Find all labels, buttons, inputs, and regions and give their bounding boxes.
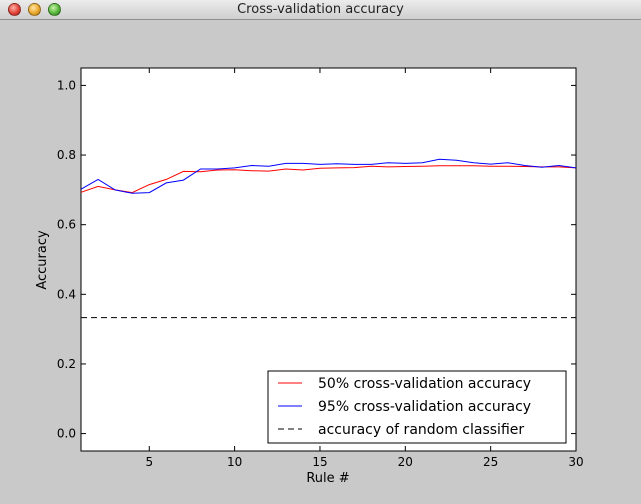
x-tick-label: 20 (398, 455, 413, 469)
figure-canvas: 5 10 15 20 25 30 0.0 0.2 0.4 0.6 0.8 1.0 Rule # Acc… (0, 21, 641, 500)
y-tick-label: 0.4 (57, 287, 76, 301)
series-line-1 (80, 165, 577, 194)
y-axis-label: Accuracy (35, 230, 50, 290)
x-tick-label: 10 (227, 455, 242, 469)
legend: 50% cross-validation accuracy 95% cross-v… (267, 370, 567, 444)
legend-label-3: accuracy of random classifier (318, 422, 524, 438)
y-tick-label: 0.6 (57, 218, 76, 232)
y-tick-label: 0.2 (57, 357, 76, 371)
x-tick-label: 30 (568, 455, 583, 469)
x-axis-label: Rule # (306, 471, 349, 486)
y-tick-label: 0.8 (57, 148, 76, 162)
y-tick-label: 1.0 (57, 78, 76, 92)
x-tick-label: 15 (312, 455, 327, 469)
legend-label-2: 95% cross-validation accuracy (318, 399, 531, 415)
series-line-2 (80, 158, 577, 194)
legend-label-1: 50% cross-validation accuracy (318, 376, 531, 392)
legend-box (267, 370, 567, 444)
close-button[interactable] (8, 3, 21, 16)
y-tick-label: 0.0 (57, 427, 76, 441)
accuracy-chart: 5 10 15 20 25 30 0.0 0.2 0.4 0.6 0.8 1.0 Rule # Acc… (35, 67, 584, 486)
zoom-button[interactable] (48, 3, 61, 16)
x-tick-label: 25 (483, 455, 498, 469)
minimize-button[interactable] (28, 3, 41, 16)
window-title: Cross-validation accuracy (237, 2, 404, 17)
x-tick-label: 5 (145, 455, 153, 469)
title-bar[interactable]: Cross-validation accuracy (0, 0, 641, 20)
